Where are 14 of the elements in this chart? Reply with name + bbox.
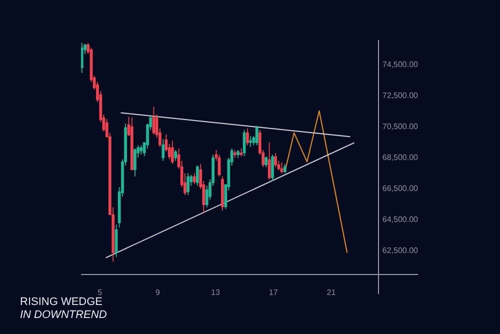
y-tick-label: 66,500.00	[382, 184, 419, 193]
y-tick-label: 62,500.00	[382, 246, 419, 255]
x-tick-label: 17	[268, 288, 278, 298]
text: RISING WEDGE	[20, 296, 103, 308]
text: IN DOWNTREND	[20, 309, 107, 321]
y-tick-label: 74,500.00	[382, 60, 419, 69]
x-tick-label: 5	[98, 288, 103, 298]
y-tick-label: 70,500.00	[382, 122, 419, 131]
x-tick-label: 21	[326, 288, 336, 298]
x-tick-label: 9	[155, 288, 160, 298]
x-tick-label: 13	[211, 288, 221, 298]
y-tick-label: 68,500.00	[382, 152, 419, 162]
y-tick-label: 64,500.00	[382, 214, 419, 224]
y-tick-label: 72,500.00	[382, 90, 419, 100]
